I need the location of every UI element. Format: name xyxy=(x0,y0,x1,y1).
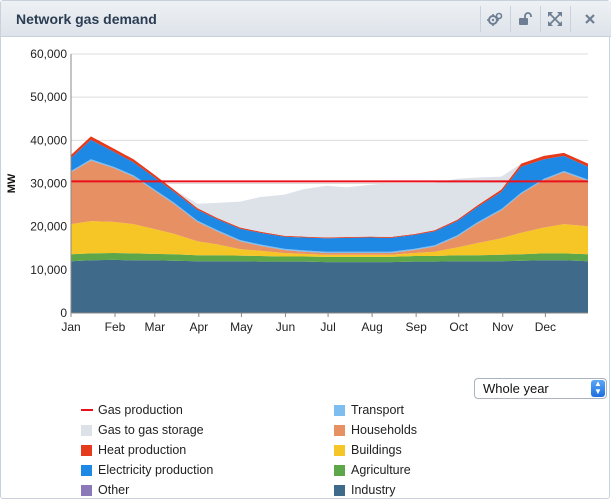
legend-swatch xyxy=(334,444,345,456)
close-button[interactable] xyxy=(570,6,609,32)
legend-label: Transport xyxy=(351,403,405,417)
x-tick-label: Oct xyxy=(449,320,468,334)
legend-swatch xyxy=(81,464,92,476)
x-tick-label: Mar xyxy=(144,320,165,334)
legend-item-households[interactable]: Households xyxy=(334,422,417,438)
legend-label: Agriculture xyxy=(351,463,411,477)
x-tick-label: Apr xyxy=(189,320,208,334)
panel-title: Network gas demand xyxy=(16,11,157,27)
up-down-arrows-icon: ▲ ▼ xyxy=(591,380,605,397)
area-electricity-production xyxy=(71,139,588,252)
close-icon xyxy=(585,14,595,24)
legend-label: Buildings xyxy=(351,443,402,457)
y-tick-label: 50,000 xyxy=(30,90,67,104)
area-agriculture xyxy=(71,253,588,263)
x-tick-label: Sep xyxy=(405,320,427,334)
legend-swatch xyxy=(81,484,92,496)
legend-swatch xyxy=(81,424,92,436)
legend-item-other[interactable]: Other xyxy=(81,482,129,498)
unlock-icon xyxy=(519,12,532,25)
legend-swatch xyxy=(81,409,93,411)
legend-item-gas-production[interactable]: Gas production xyxy=(81,402,183,418)
area-chart: 0 10,000 20,000 30,000 40,000 50,000 60,000 MW J… xyxy=(6,47,588,334)
legend-swatch xyxy=(81,444,92,456)
legend-item-gas-to-gas-storage[interactable]: Gas to gas storage xyxy=(81,422,204,438)
x-tick-label: Aug xyxy=(361,320,382,334)
legend-swatch xyxy=(334,484,345,496)
x-tick-label: Jul xyxy=(320,320,335,334)
y-tick-label: 30,000 xyxy=(30,177,67,191)
legend-label: Gas to gas storage xyxy=(98,423,204,437)
legend-label: Heat production xyxy=(98,443,187,457)
x-tick-label: Jan xyxy=(61,320,80,334)
x-tick-label: Jun xyxy=(276,320,295,334)
expand-icon xyxy=(548,12,562,26)
y-tick-label: 60,000 xyxy=(30,47,67,61)
legend-item-industry[interactable]: Industry xyxy=(334,482,395,498)
area-households xyxy=(71,160,588,255)
legend-label: Gas production xyxy=(98,403,183,417)
gears-icon xyxy=(487,12,503,26)
y-tick-label: 20,000 xyxy=(30,220,67,234)
x-tick-label: Dec xyxy=(535,320,556,334)
legend-swatch xyxy=(334,464,345,476)
legend-item-buildings[interactable]: Buildings xyxy=(334,442,402,458)
period-select-value: Whole year xyxy=(483,381,549,396)
y-tick-label: 40,000 xyxy=(30,133,67,147)
y-tick-label: 10,000 xyxy=(30,263,67,277)
area-buildings xyxy=(71,221,588,257)
legend-label: Industry xyxy=(351,483,396,497)
legend-swatch xyxy=(334,424,345,436)
settings-button[interactable] xyxy=(480,6,509,32)
period-select[interactable]: Whole year ▲ ▼ xyxy=(474,378,607,399)
legend-label: Households xyxy=(351,423,418,437)
legend-item-transport[interactable]: Transport xyxy=(334,402,404,418)
y-axis-label: MW xyxy=(6,173,18,193)
x-tick-label: Feb xyxy=(105,320,126,334)
area-industry xyxy=(71,259,588,313)
legend-item-agriculture[interactable]: Agriculture xyxy=(334,462,411,478)
x-tick-label: Nov xyxy=(492,320,513,334)
fullscreen-button[interactable] xyxy=(540,6,569,32)
legend-item-electricity-production[interactable]: Electricity production xyxy=(81,462,213,478)
legend-item-heat-production[interactable]: Heat production xyxy=(81,442,186,458)
x-tick-label: May xyxy=(230,320,253,334)
legend-label: Other xyxy=(98,483,130,497)
panel-header: Network gas demand xyxy=(1,1,611,37)
legend-swatch xyxy=(334,404,345,416)
legend-label: Electricity production xyxy=(98,463,214,477)
unlock-button[interactable] xyxy=(510,6,539,32)
y-tick-label: 0 xyxy=(60,306,67,320)
area-gas-to-gas-storage xyxy=(71,136,588,238)
